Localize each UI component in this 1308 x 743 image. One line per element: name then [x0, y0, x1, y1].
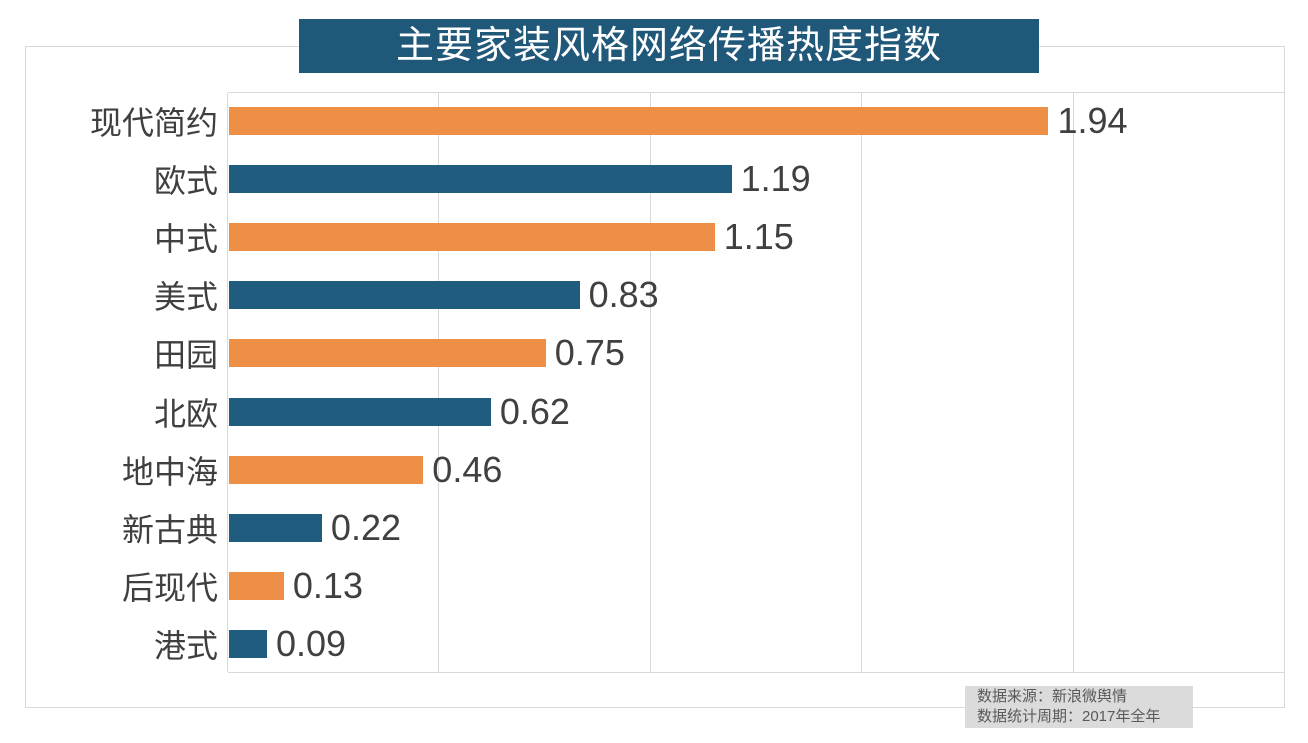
- value-label: 0.83: [588, 274, 659, 316]
- bar: [229, 339, 546, 368]
- bar-row: 新古典 0.22: [40, 499, 1285, 557]
- gridline: [1072, 93, 1074, 672]
- bar-row: 地中海 0.46: [40, 441, 1285, 499]
- bar-row: 港式 0.09: [40, 615, 1285, 673]
- category-label: 欧式: [153, 163, 218, 200]
- value-label: 0.62: [499, 390, 570, 432]
- bar-track: 0.46: [229, 451, 1285, 487]
- bar-row: 田园 0.75: [40, 324, 1285, 382]
- bar: [229, 455, 424, 484]
- bar: [229, 281, 580, 310]
- gridline: [438, 93, 440, 672]
- value-label: 1.19: [740, 158, 811, 200]
- bar: [229, 571, 284, 600]
- category-label: 中式: [153, 221, 218, 258]
- bar-rows: 现代简约 1.94 欧式 1.19 中式 1.15 美式 0.83 田园 0.7…: [40, 92, 1285, 673]
- bar-track: 0.62: [229, 393, 1285, 429]
- value-label: 1.15: [723, 216, 794, 258]
- source-line: 数据来源：新浪微舆情: [977, 688, 1128, 705]
- bar-row: 中式 1.15: [40, 208, 1285, 266]
- source-note: 数据来源：新浪微舆情 数据统计周期：2017年全年: [965, 686, 1193, 728]
- bar-row: 北欧 0.62: [40, 382, 1285, 440]
- bar-track: 0.22: [229, 509, 1285, 545]
- bar: [229, 397, 491, 426]
- category-label: 现代简约: [89, 105, 218, 142]
- value-label: 0.46: [432, 448, 503, 490]
- category-label: 新古典: [121, 511, 218, 548]
- value-label: 1.94: [1057, 100, 1128, 142]
- value-label: 0.13: [292, 564, 363, 606]
- bar: [229, 513, 322, 542]
- chart-title: 主要家装风格网络传播热度指数: [299, 19, 1039, 73]
- bar-row: 现代简约 1.94: [40, 92, 1285, 150]
- category-label: 地中海: [121, 453, 218, 490]
- bar-track: 0.13: [229, 567, 1285, 603]
- bar-row: 欧式 1.19: [40, 150, 1285, 208]
- bar-row: 后现代 0.13: [40, 557, 1285, 615]
- bar-track: 1.19: [229, 161, 1285, 197]
- bar: [229, 165, 732, 194]
- bar: [229, 107, 1049, 136]
- value-label: 0.22: [330, 506, 401, 548]
- category-label: 后现代: [121, 569, 218, 606]
- category-label: 田园: [153, 337, 218, 374]
- category-label: 美式: [153, 279, 218, 316]
- bar: [229, 629, 268, 658]
- category-label: 港式: [153, 627, 218, 664]
- gridline: [649, 93, 651, 672]
- gridline: [227, 93, 228, 672]
- bar-row: 美式 0.83: [40, 266, 1285, 324]
- bar-track: 1.15: [229, 219, 1285, 255]
- bar-track: 0.75: [229, 335, 1285, 371]
- gridline: [1284, 93, 1285, 672]
- gridline: [861, 93, 863, 672]
- period-line: 数据统计周期：2017年全年: [977, 708, 1161, 725]
- value-label: 0.09: [276, 622, 347, 664]
- plot-area: [227, 92, 1285, 673]
- value-label: 0.75: [554, 332, 625, 374]
- bar: [229, 223, 715, 252]
- category-label: 北欧: [153, 395, 218, 432]
- bar-track: 0.09: [229, 625, 1285, 661]
- bar-track: 0.83: [229, 277, 1285, 313]
- bar-track: 1.94: [229, 103, 1285, 139]
